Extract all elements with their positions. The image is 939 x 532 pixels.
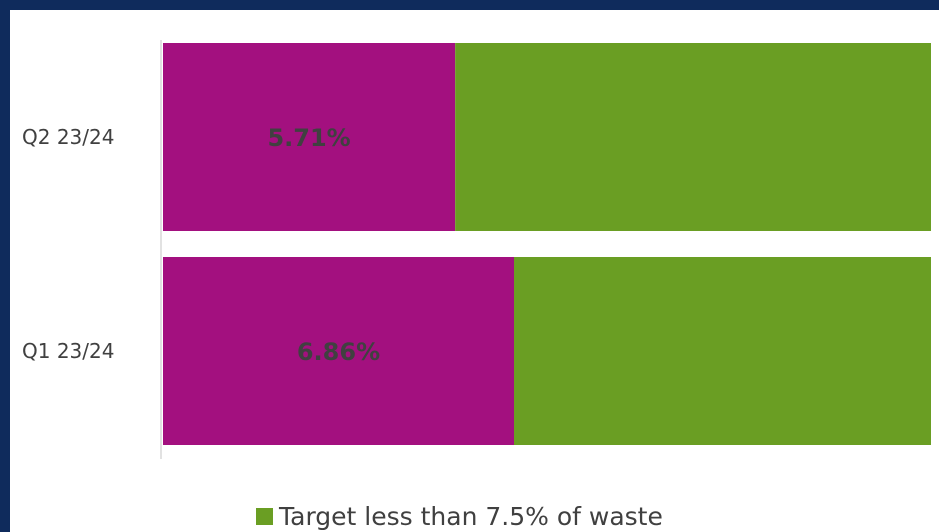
bar-target-2 [513, 257, 931, 445]
legend-swatch [256, 508, 273, 525]
bar-target-1 [455, 43, 931, 231]
legend-label: Target less than 7.5% of waste [279, 502, 663, 531]
stacked-bar-chart: 5.71% Q2 23/24 6.86% Q1 23/24 [22, 40, 931, 459]
label-group: 5.71% Q2 23/24 6.86% Q1 23/24 [22, 124, 380, 366]
bar-value-1 [163, 43, 456, 231]
category-label-1: Q2 23/24 [22, 125, 114, 149]
bar-group [163, 43, 931, 445]
bar-value-2 [163, 257, 514, 445]
data-label-1: 5.71% [267, 124, 350, 152]
chart-panel: 5.71% Q2 23/24 6.86% Q1 23/24 Target less t… [10, 10, 939, 532]
category-label-2: Q1 23/24 [22, 339, 114, 363]
data-label-2: 6.86% [297, 338, 380, 366]
legend: Target less than 7.5% of waste [256, 502, 663, 531]
